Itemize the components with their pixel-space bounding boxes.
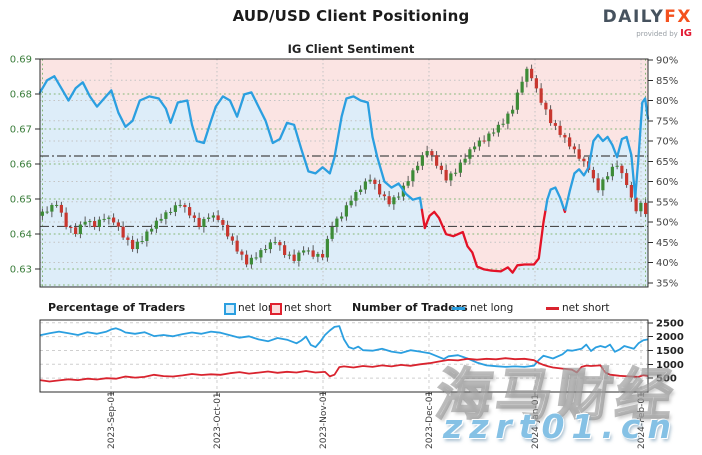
svg-text:50%: 50% (656, 218, 678, 229)
net-short-square-swatch (270, 303, 282, 315)
svg-text:0.68: 0.68 (10, 90, 32, 101)
svg-text:55%: 55% (656, 197, 678, 208)
svg-text:0.67: 0.67 (10, 125, 32, 136)
svg-text:0.69: 0.69 (10, 55, 32, 66)
x-axis-date-label: 2023-Dec-01 (425, 391, 435, 449)
ig-logo: IG (680, 28, 692, 39)
top-chart-gridlines (40, 59, 648, 287)
svg-text:2000: 2000 (656, 332, 684, 343)
svg-text:80%: 80% (656, 96, 678, 107)
dailyfx-logo: DAILYFX provided by IG (603, 9, 692, 40)
logo-daily-text: DAILY (602, 7, 665, 27)
legend-number-of-traders: Number of Traders (352, 301, 468, 314)
sentiment-net-long-line (38, 75, 650, 274)
logo-provided-by: provided by IG (603, 28, 692, 39)
net-long-count-line (39, 325, 649, 368)
x-axis-date-label: 2023-Sep-01 (107, 391, 117, 449)
legend-number-net-short: net short (562, 302, 610, 314)
watermark-url: zzrt01.cn (443, 407, 678, 446)
svg-text:65%: 65% (656, 157, 678, 168)
net-long-square-swatch (224, 303, 236, 315)
legend-number-net-long: net long (470, 302, 514, 314)
svg-text:45%: 45% (656, 238, 678, 249)
fill-above-sentiment (40, 59, 648, 273)
svg-text:0.65: 0.65 (10, 195, 32, 206)
svg-text:1000: 1000 (656, 360, 684, 371)
page-title: AUD/USD Client Positioning (232, 7, 470, 25)
x-axis-date-label: 2024-Jan-01 (531, 394, 541, 449)
x-axis-date-label: 2023-Nov-01 (319, 391, 329, 449)
svg-text:0.64: 0.64 (10, 230, 32, 241)
svg-text:35%: 35% (656, 278, 678, 289)
x-axis-date-label: 2024-Feb-01 (637, 392, 647, 449)
net-short-count-line (39, 357, 649, 383)
chart-subtitle: IG Client Sentiment (287, 42, 415, 56)
svg-text:90%: 90% (656, 56, 678, 67)
dailyfx-brand: DAILYFX (603, 9, 692, 26)
top-chart-axes: 0.69 0.68 0.67 0.66 0.65 0.64 0.63 90% 85% 80% 75%… (10, 55, 679, 290)
svg-text:1500: 1500 (656, 346, 684, 357)
svg-text:60%: 60% (656, 177, 678, 188)
sentiment-fills (40, 59, 648, 287)
net-short-line-swatch (546, 307, 559, 310)
net-long-line-swatch (452, 307, 465, 310)
bottom-chart-axes: 2500 2000 1500 1000 500 2023-Sep-01 2023-Oct-0… (39, 318, 684, 449)
candlestick-series (40, 64, 648, 269)
legend-percentage-of-traders: Percentage of Traders (48, 301, 186, 314)
svg-text:85%: 85% (656, 76, 678, 87)
svg-text:0.66: 0.66 (10, 160, 32, 171)
provided-by-text: provided by (636, 30, 678, 38)
svg-text:75%: 75% (656, 116, 678, 127)
legend-percent-net-short: net short (284, 302, 332, 314)
svg-text:500: 500 (656, 374, 677, 385)
logo-fx-text: FX (664, 7, 692, 27)
svg-text:40%: 40% (656, 258, 678, 269)
number-of-traders-chart (39, 320, 649, 392)
svg-text:2500: 2500 (656, 318, 684, 329)
svg-text:70%: 70% (656, 137, 678, 148)
x-axis-date-label: 2023-Oct-01 (213, 392, 223, 449)
svg-text:0.63: 0.63 (10, 265, 32, 276)
